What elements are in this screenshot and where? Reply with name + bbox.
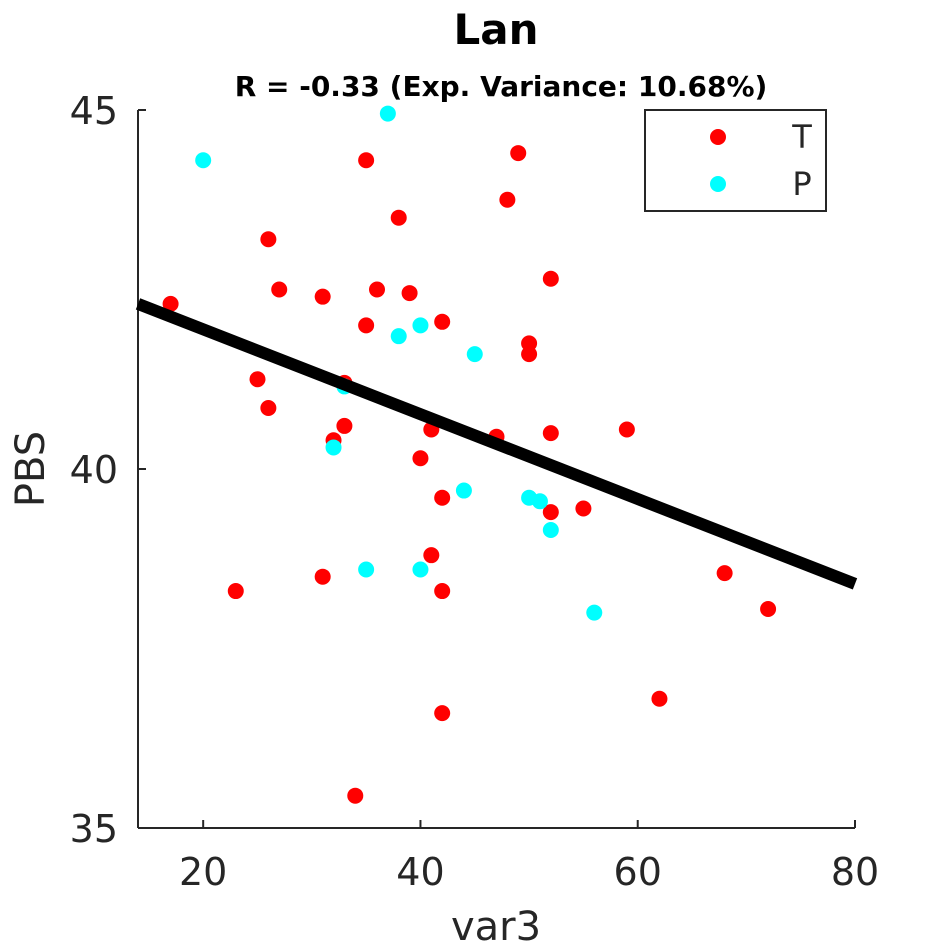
x-tick-label: 20 bbox=[179, 850, 227, 894]
data-point-p bbox=[542, 522, 559, 539]
y-tick-label: 40 bbox=[70, 448, 118, 492]
data-point-t bbox=[542, 270, 559, 287]
data-point-t bbox=[358, 317, 375, 334]
data-point-t bbox=[227, 583, 244, 600]
legend-marker-t bbox=[710, 129, 726, 145]
data-point-t bbox=[260, 231, 277, 248]
y-tick-label: 45 bbox=[70, 89, 118, 133]
data-point-t bbox=[542, 504, 559, 521]
chart-title: Lan bbox=[453, 5, 538, 54]
data-point-t bbox=[434, 583, 451, 600]
axes bbox=[137, 110, 855, 829]
data-point-t bbox=[575, 500, 592, 517]
data-point-t bbox=[260, 399, 277, 416]
data-point-p bbox=[412, 561, 429, 578]
x-axis-label: var3 bbox=[451, 904, 541, 945]
data-point-t bbox=[716, 565, 733, 582]
data-point-t bbox=[412, 450, 429, 467]
data-point-t bbox=[249, 371, 266, 388]
data-point-t bbox=[760, 601, 777, 618]
data-point-t bbox=[434, 705, 451, 722]
data-point-t bbox=[401, 285, 418, 302]
data-point-t bbox=[499, 191, 516, 208]
data-point-t bbox=[651, 690, 668, 707]
data-point-p bbox=[466, 346, 483, 363]
data-points bbox=[162, 105, 777, 804]
data-point-t bbox=[336, 417, 353, 434]
data-point-t bbox=[162, 295, 179, 312]
y-tick-label: 35 bbox=[70, 807, 118, 851]
legend: T P bbox=[644, 109, 827, 212]
ticks bbox=[138, 109, 856, 829]
data-point-p bbox=[412, 317, 429, 334]
data-point-p bbox=[531, 493, 548, 510]
data-point-p bbox=[379, 105, 396, 122]
y-axis-label: PBS bbox=[8, 431, 54, 507]
data-point-t bbox=[390, 209, 407, 226]
data-point-t bbox=[369, 281, 385, 298]
data-point-t bbox=[347, 787, 364, 804]
chart-subtitle: R = -0.33 (Exp. Variance: 10.68%) bbox=[235, 70, 768, 103]
fit-line bbox=[135, 298, 858, 590]
data-point-t bbox=[314, 288, 331, 305]
data-point-t bbox=[521, 346, 538, 363]
x-tick-label: 80 bbox=[831, 850, 879, 894]
data-point-t bbox=[434, 313, 451, 330]
data-point-t bbox=[510, 145, 527, 162]
data-point-p bbox=[195, 152, 212, 169]
data-point-p bbox=[586, 604, 603, 621]
data-point-t bbox=[358, 152, 375, 169]
data-point-t bbox=[618, 421, 635, 438]
data-point-t bbox=[434, 489, 451, 506]
data-point-p bbox=[325, 439, 342, 456]
tick-labels: 20 40 60 80 35 40 45 bbox=[70, 89, 880, 894]
data-point-t bbox=[314, 568, 331, 585]
legend-label-p: P bbox=[792, 165, 811, 203]
x-tick-label: 40 bbox=[396, 850, 444, 894]
legend-box bbox=[644, 109, 827, 212]
data-point-t bbox=[423, 547, 440, 564]
data-point-t bbox=[271, 281, 288, 298]
fit-line-group bbox=[135, 298, 858, 590]
data-point-p bbox=[358, 561, 375, 578]
data-point-p bbox=[390, 328, 407, 345]
data-point-t bbox=[542, 425, 559, 442]
data-point-p bbox=[455, 482, 472, 499]
legend-label-t: T bbox=[791, 118, 812, 156]
x-tick-label: 60 bbox=[614, 850, 662, 894]
legend-marker-p bbox=[710, 176, 726, 192]
